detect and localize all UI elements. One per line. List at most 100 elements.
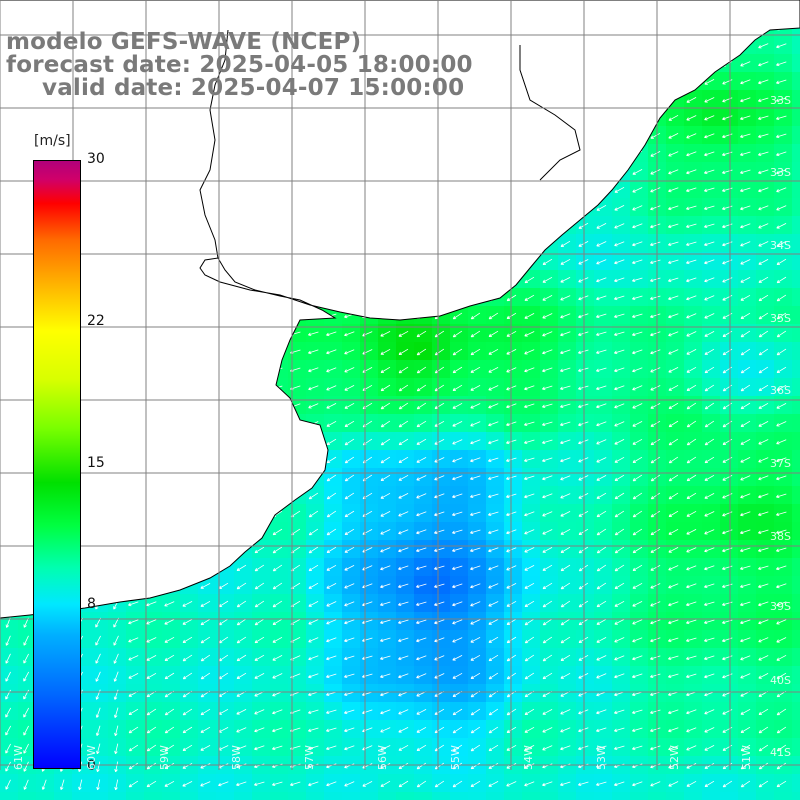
speed-cell [522,792,541,800]
longitude-label: 52W [668,745,681,770]
latitude-label: 36S [770,384,791,397]
colorbar-tick-label: 22 [87,312,105,329]
wind-arrow [668,151,679,157]
speed-cell [792,738,800,757]
speed-cell [36,792,55,800]
wind-arrow [650,151,661,157]
speed-cell [792,774,800,793]
speed-cell [594,792,613,800]
latitude-label: 33S [770,166,791,179]
wind-arrow [686,187,697,193]
wind-arrow [668,114,679,121]
longitude-label: 58W [230,745,243,770]
wind-arrow [722,97,733,103]
speed-cell [234,792,253,800]
speed-cell [720,792,739,800]
wind-arrow [704,133,715,139]
speed-cell [540,792,559,800]
speed-cell [270,792,289,800]
wind-arrow [740,133,751,138]
speed-cell [774,792,793,800]
speed-cell [792,486,800,505]
speed-cell [144,792,163,800]
speed-cell [558,792,577,800]
latitude-label: 38S [770,530,791,543]
wind-arrow [722,187,733,192]
wind-arrow [650,205,661,211]
speed-cell [648,792,667,800]
wind-arrow [776,97,787,102]
latitude-label: 40S [770,674,791,687]
speed-cell [792,468,800,487]
wind-arrow [740,169,751,174]
colorbar-tick-label: 15 [87,454,105,471]
speed-cell [90,792,109,800]
speed-cell [306,792,325,800]
speed-cell [180,792,199,800]
wind-arrow [704,187,715,192]
speed-cell [792,648,800,667]
speed-cell [792,378,800,397]
wind-arrow [686,169,697,175]
wind-arrow [722,151,733,157]
wind-arrow [650,187,661,193]
wind-arrow [776,43,787,49]
speed-cell [792,684,800,703]
speed-cell [792,540,800,559]
speed-cell [792,558,800,577]
wind-arrow [704,151,715,157]
wind-arrow [758,79,769,85]
speed-cell [684,792,703,800]
speed-cell [792,162,800,181]
speed-cell [198,792,217,800]
forecast-date: forecast date: 2025-04-05 18:00:00 [6,52,473,78]
speed-cell [288,792,307,800]
speed-cell [792,198,800,217]
wind-arrow [740,61,751,67]
speed-cell [702,792,721,800]
wind-arrow [686,97,697,103]
longitude-label: 61W [12,745,25,770]
speed-cell [360,792,379,800]
wind-arrow [758,169,769,175]
colorbar [33,160,81,769]
wind-arrow [776,61,787,67]
speed-cell [792,414,800,433]
speed-cell [792,792,800,800]
wind-arrow [740,115,751,121]
wind-arrow [668,205,679,211]
speed-cell [108,792,127,800]
speed-cell [72,792,91,800]
speed-cell [576,792,595,800]
wind-arrow [758,133,769,138]
wind-arrow [740,97,751,103]
speed-cell [792,324,800,343]
wind-arrow [668,169,679,175]
speed-cell [792,72,800,91]
latitude-label: 39S [770,600,791,613]
wind-arrow [704,169,715,175]
colorbar-tick-label: 30 [87,151,105,167]
speed-cell [792,270,800,289]
speed-cell [432,792,451,800]
speed-cell [738,792,757,800]
speed-cell [792,54,800,73]
speed-cell [792,90,800,109]
longitude-label: 55W [449,745,462,770]
colorbar-tick-label: 8 [87,596,96,613]
wind-arrow [758,151,769,156]
speed-cell [792,522,800,541]
wind-arrow [632,169,643,175]
speed-cell [792,576,800,595]
speed-cell [54,792,73,800]
valid-date: valid date: 2025-04-07 15:00:00 [42,75,465,101]
speed-cell [792,504,800,523]
wind-arrow [740,151,751,156]
wind-arrow [686,151,697,157]
latitude-label: 37S [770,457,791,470]
wind-arrow [614,205,625,211]
speed-cell [414,792,433,800]
speed-cell [792,306,800,325]
